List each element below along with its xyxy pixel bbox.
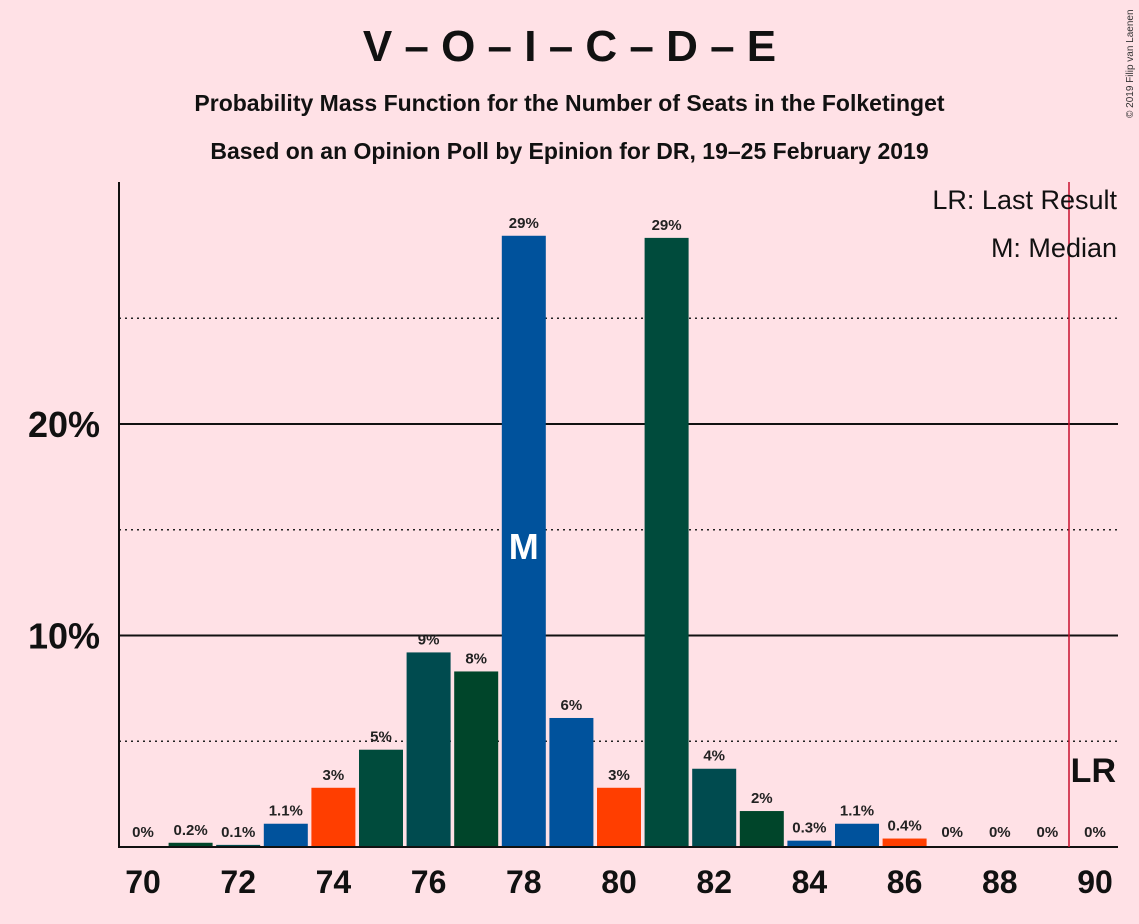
x-tick-label: 90 (1077, 864, 1113, 900)
bar-value-label: 1.1% (840, 803, 874, 820)
x-tick-label: 86 (887, 864, 923, 900)
median-marker: M (509, 526, 539, 567)
bar-value-label: 9% (418, 631, 440, 648)
y-tick-label: 10% (28, 616, 100, 657)
bar-value-label: 6% (561, 697, 583, 714)
bar (597, 787, 641, 847)
bar-value-label: 0% (1037, 824, 1059, 841)
bar-value-label: 8% (465, 650, 487, 667)
bar (739, 811, 784, 847)
bar-value-label: 0% (132, 824, 154, 841)
x-tick-label: 72 (220, 864, 256, 900)
bar-value-label: 0% (1084, 824, 1106, 841)
bar (359, 749, 403, 847)
x-tick-label: 70 (125, 864, 161, 900)
x-tick-label: 74 (316, 864, 352, 900)
legend-median: M: Median (991, 233, 1117, 263)
chart-title: V – O – I – C – D – E (362, 22, 777, 71)
bar-value-label: 0% (989, 824, 1011, 841)
bar (454, 671, 499, 847)
bar-value-label: 29% (509, 215, 539, 232)
bar-value-label: 1.1% (269, 803, 303, 820)
x-tick-label: 82 (696, 864, 732, 900)
bar-value-label: 4% (703, 748, 725, 765)
bar-value-label: 0.3% (792, 820, 826, 837)
x-tick-label: 78 (506, 864, 542, 900)
bar (692, 768, 737, 847)
bar (311, 787, 356, 847)
bar (501, 235, 546, 847)
bar-value-label: 3% (608, 767, 630, 784)
bar-value-label: 0.4% (887, 818, 921, 835)
y-tick-label: 20% (28, 404, 100, 445)
x-tick-label: 84 (792, 864, 828, 900)
bar (216, 844, 261, 847)
chart-subtitle-2: Based on an Opinion Poll by Epinion for … (210, 138, 929, 164)
x-tick-label: 88 (982, 864, 1018, 900)
legend-last-result: LR: Last Result (932, 185, 1117, 215)
bar-value-label: 0.1% (221, 824, 255, 841)
x-tick-label: 76 (411, 864, 447, 900)
last-result-marker: LR (1071, 752, 1116, 790)
bar-value-label: 0.2% (173, 822, 207, 839)
bar (882, 838, 927, 847)
bar-value-label: 3% (323, 767, 345, 784)
bar (644, 237, 689, 847)
x-tick-label: 80 (601, 864, 637, 900)
bar-value-label: 0% (941, 824, 963, 841)
bar (263, 823, 308, 847)
bar (835, 823, 879, 847)
bar (787, 840, 832, 847)
bar (168, 842, 213, 847)
chart-subtitle-1: Probability Mass Function for the Number… (194, 90, 945, 116)
bar (549, 717, 594, 847)
bar (406, 652, 451, 847)
bar-value-label: 29% (652, 217, 682, 234)
bar-value-label: 2% (751, 790, 773, 807)
bar-value-label: 5% (370, 729, 392, 746)
